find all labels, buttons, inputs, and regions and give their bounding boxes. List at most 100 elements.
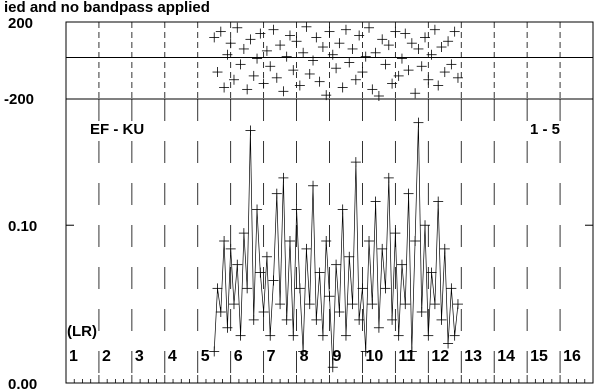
chart-title: ied and no bandpass applied [4, 0, 210, 16]
channel-label: 3 [135, 348, 144, 365]
amplitude-point [304, 299, 315, 310]
amplitude-point [271, 188, 282, 199]
phase-point [245, 34, 256, 45]
amplitude-point [452, 299, 463, 310]
phase-point [248, 70, 259, 81]
amplitude-point [255, 267, 266, 278]
channel-label: 8 [300, 348, 309, 365]
amplitude-point [410, 236, 421, 246]
channel-label: 6 [234, 348, 243, 365]
phase-point [433, 80, 444, 91]
phase-point [334, 38, 345, 49]
amplitude-point [278, 172, 289, 183]
amplitude-y-tick-label: 0.00 [8, 376, 37, 391]
phase-point [387, 78, 398, 89]
amplitude-point [340, 330, 351, 341]
phase-point [311, 32, 322, 43]
phase-point [354, 30, 365, 41]
phase-point [271, 72, 282, 83]
amplitude-point [291, 204, 302, 215]
amplitude-point [265, 330, 276, 341]
phase-point [308, 55, 319, 66]
amplitude-point [321, 236, 332, 246]
phase-point [340, 24, 351, 35]
amplitude-point [235, 330, 246, 341]
phase-point [426, 49, 437, 60]
amplitude-point [261, 251, 272, 262]
amplitude-point [400, 299, 411, 310]
phase-point [294, 80, 305, 91]
channel-label: 13 [464, 348, 482, 365]
phase-point [439, 67, 450, 78]
amplitude-point [281, 314, 292, 325]
amplitude-point [275, 299, 286, 310]
phase-point [423, 74, 434, 85]
phase-point [321, 90, 332, 101]
phase-point [258, 78, 269, 89]
phase-point [212, 67, 223, 78]
phase-point [429, 24, 440, 35]
amplitude-point [288, 330, 299, 341]
amplitude-point [446, 283, 457, 294]
phase-point [238, 43, 249, 54]
phase-point [403, 65, 414, 76]
amplitude-point [413, 117, 424, 128]
amplitude-point [301, 243, 312, 254]
amplitude-point [245, 125, 256, 136]
amplitude-point [354, 314, 365, 325]
phase-point [278, 86, 289, 97]
amplitude-point [350, 157, 361, 168]
phase-point [268, 24, 279, 35]
phase-point [288, 65, 299, 76]
amplitude-point [219, 236, 230, 246]
polarization-label: (LR) [67, 323, 97, 340]
phase-point [390, 26, 401, 37]
phase-point [235, 59, 246, 70]
amplitude-point [390, 228, 401, 239]
channel-label: 4 [168, 348, 177, 365]
amplitude-point [387, 314, 398, 325]
phase-point [324, 26, 335, 37]
amplitude-point [258, 307, 269, 317]
phase-point [304, 68, 315, 79]
phase-point [314, 76, 325, 87]
amplitude-point [416, 307, 427, 317]
phase-point [298, 47, 309, 58]
amplitude-point [311, 314, 322, 325]
channel-label: 1 [69, 348, 78, 365]
channel-label: 16 [563, 348, 581, 365]
phase-point [449, 26, 460, 37]
amplitude-point [406, 346, 417, 357]
amplitude-point [347, 299, 358, 310]
amplitude-point [449, 330, 460, 341]
phase-point [380, 59, 391, 70]
amplitude-point [393, 330, 404, 341]
amplitude-minor-ticks [65, 375, 594, 383]
phase-point [443, 36, 454, 47]
amplitude-point [403, 188, 414, 199]
channel-label: 15 [530, 348, 548, 365]
scan-range-label: 1 - 5 [530, 121, 560, 138]
amplitude-point [439, 243, 450, 254]
phase-series [209, 21, 463, 101]
phase-point [360, 51, 371, 62]
phase-point [377, 34, 388, 45]
amplitude-point [215, 307, 226, 317]
phase-point [383, 40, 394, 51]
amplitude-point [327, 362, 338, 373]
channel-label: 11 [398, 348, 415, 365]
amplitude-y-ticks: 0.10 0.00 [8, 218, 593, 391]
amplitude-point [212, 283, 223, 294]
phase-point [393, 70, 404, 81]
phase-point [350, 74, 361, 85]
amplitude-point [308, 180, 319, 191]
phase-point [232, 22, 243, 33]
channel-label: 14 [497, 348, 515, 365]
phase-point [400, 28, 411, 39]
phase-point [364, 22, 375, 33]
amplitude-point [357, 283, 368, 294]
amplitude-point [344, 251, 355, 262]
phase-point [281, 51, 292, 62]
amplitude-series-line [213, 122, 459, 368]
phase-point [291, 36, 302, 47]
